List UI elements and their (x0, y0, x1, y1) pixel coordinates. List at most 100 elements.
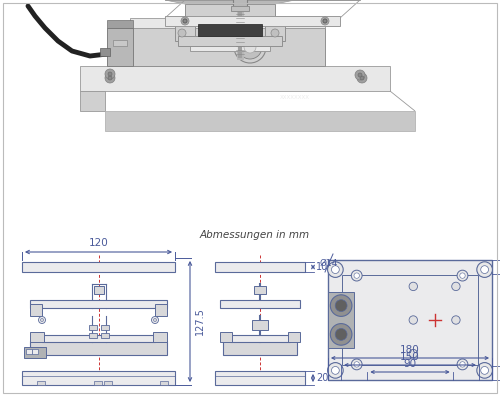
Circle shape (477, 262, 492, 278)
Polygon shape (105, 111, 415, 131)
Bar (328, 292, 354, 348)
Circle shape (271, 29, 279, 37)
Bar (94, 381, 102, 385)
Circle shape (152, 316, 158, 324)
Bar (30, 341, 167, 355)
Polygon shape (165, 0, 185, 18)
Circle shape (328, 262, 343, 278)
Text: 127.5: 127.5 (195, 308, 205, 335)
Bar (342, 275, 478, 365)
Circle shape (234, 31, 266, 63)
Bar (215, 371, 305, 385)
Bar (288, 332, 300, 342)
Bar (220, 300, 300, 308)
Bar (178, 36, 282, 46)
Bar (233, 0, 247, 8)
Circle shape (323, 19, 327, 23)
Circle shape (409, 316, 418, 324)
Bar (185, 4, 275, 18)
Circle shape (332, 266, 340, 274)
Bar (42, 335, 155, 342)
Bar (113, 40, 127, 46)
Circle shape (452, 316, 460, 324)
Circle shape (352, 359, 362, 370)
Text: 10: 10 (316, 262, 328, 272)
Circle shape (178, 29, 186, 37)
Polygon shape (165, 0, 295, 4)
Circle shape (332, 367, 340, 374)
Circle shape (409, 282, 418, 291)
Bar (175, 16, 195, 41)
Circle shape (480, 367, 488, 374)
Circle shape (354, 362, 360, 367)
Bar (100, 325, 108, 330)
Text: 180: 180 (400, 345, 420, 355)
Bar (265, 16, 285, 41)
Bar (215, 262, 305, 272)
Circle shape (358, 73, 362, 77)
Circle shape (335, 328, 347, 340)
Circle shape (154, 318, 156, 322)
Text: 20: 20 (316, 373, 328, 383)
Circle shape (477, 363, 492, 378)
Bar (130, 28, 325, 66)
Circle shape (457, 270, 468, 281)
Bar (190, 36, 270, 51)
Polygon shape (80, 91, 105, 111)
Circle shape (357, 73, 367, 83)
Bar (22, 371, 175, 385)
Bar (254, 286, 266, 294)
Circle shape (480, 266, 488, 274)
Bar (8, 6, 492, 200)
Circle shape (360, 76, 364, 80)
Bar (88, 325, 96, 330)
Text: 90: 90 (404, 359, 416, 369)
Bar (26, 349, 32, 354)
Polygon shape (80, 66, 390, 91)
Circle shape (321, 17, 329, 25)
Circle shape (238, 35, 262, 59)
Bar (94, 286, 104, 294)
Circle shape (244, 41, 256, 53)
Circle shape (330, 324, 352, 345)
Bar (107, 20, 133, 28)
Bar (37, 381, 45, 385)
Circle shape (355, 70, 365, 80)
Circle shape (352, 270, 362, 281)
Bar (165, 16, 340, 26)
Text: Abmessungen in mm: Abmessungen in mm (200, 230, 310, 240)
Bar (30, 300, 167, 308)
Circle shape (460, 362, 465, 367)
Bar (88, 333, 96, 338)
Text: 150: 150 (400, 352, 420, 362)
Bar (220, 332, 232, 342)
Text: XXXXXXXX: XXXXXXXX (280, 95, 310, 100)
Bar (30, 304, 42, 316)
Bar (252, 320, 268, 330)
Circle shape (108, 76, 112, 80)
Text: Ø14: Ø14 (320, 259, 338, 268)
Bar (223, 341, 297, 355)
Bar (100, 48, 110, 56)
Bar (198, 24, 262, 36)
Circle shape (181, 17, 189, 25)
Bar (160, 381, 168, 385)
Circle shape (40, 318, 43, 322)
Bar (231, 6, 249, 11)
Text: 120: 120 (88, 238, 108, 248)
Bar (328, 260, 492, 380)
Circle shape (354, 273, 360, 278)
Circle shape (409, 349, 418, 358)
Bar (24, 347, 46, 358)
Bar (32, 349, 38, 354)
Circle shape (457, 359, 468, 370)
Circle shape (452, 282, 460, 291)
Polygon shape (130, 18, 325, 28)
Circle shape (460, 273, 465, 278)
Circle shape (105, 73, 115, 83)
Circle shape (330, 295, 352, 316)
Bar (22, 262, 175, 272)
Circle shape (328, 363, 343, 378)
Bar (100, 333, 108, 338)
Bar (230, 335, 290, 342)
